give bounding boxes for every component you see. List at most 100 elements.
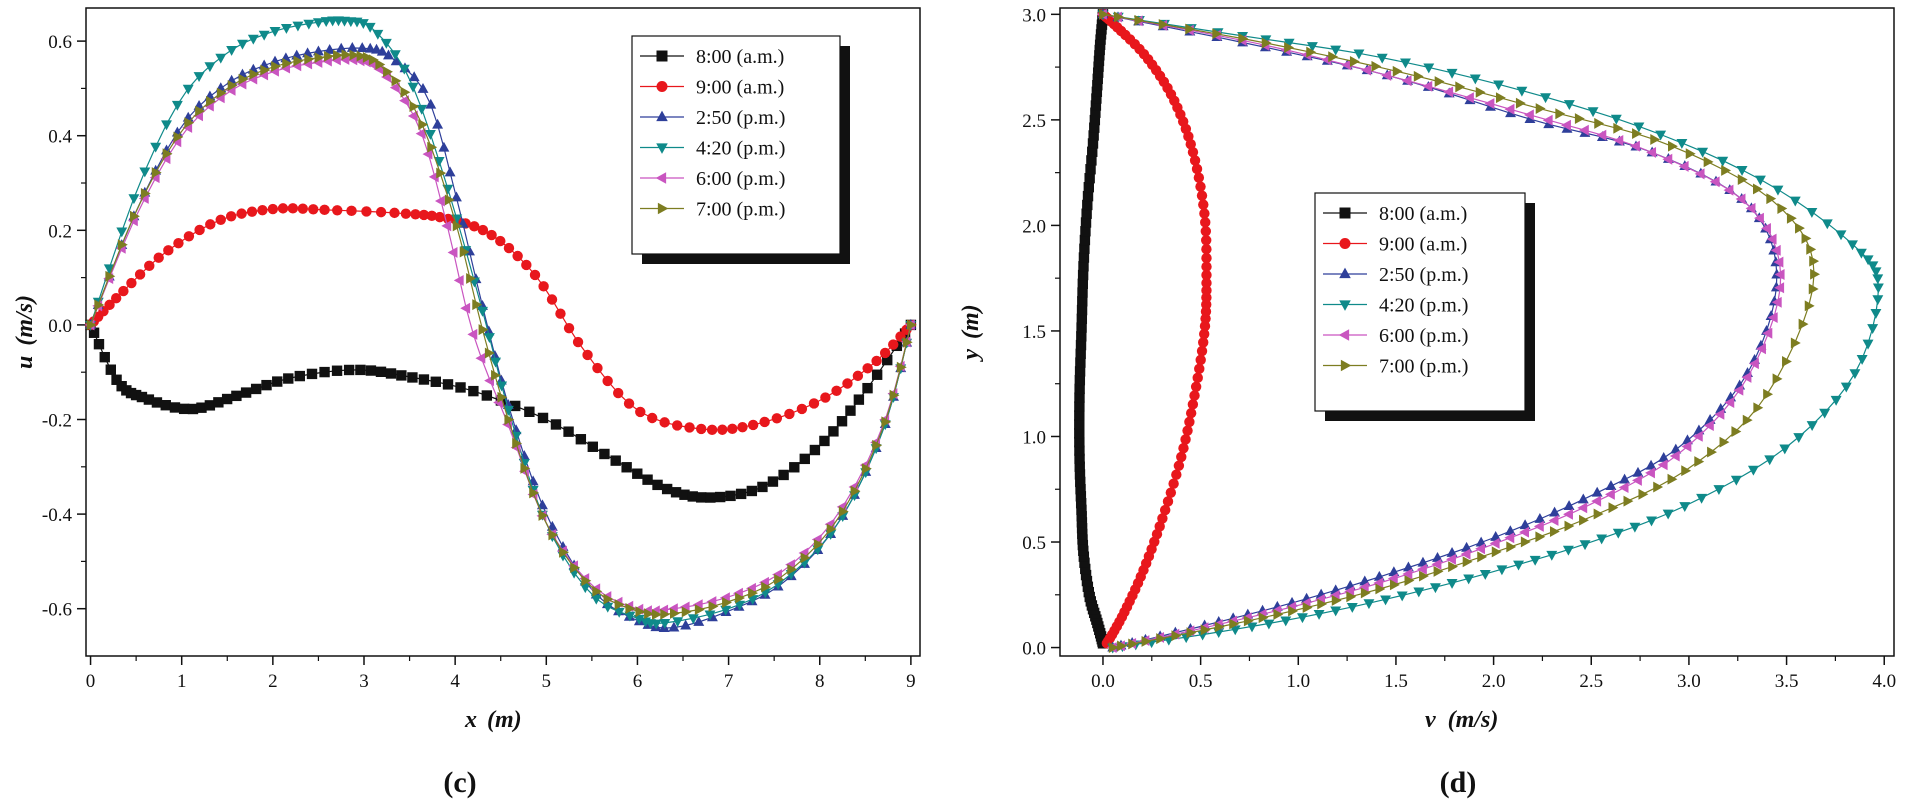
d-data-point: [1200, 235, 1212, 246]
c-x-tick-label: 7: [724, 671, 734, 692]
d-data-point: [1401, 75, 1412, 87]
d-y-tick-label: 1.5: [1022, 322, 1046, 343]
c-data-point: [808, 398, 820, 409]
c-data-point: [335, 42, 347, 53]
c-data-point: [687, 614, 699, 625]
d-data-point: [1432, 551, 1443, 562]
c-y-tick-label: -0.6: [42, 600, 72, 621]
c-data-point: [747, 595, 759, 606]
c-data-point: [475, 352, 486, 364]
c-data-point: [625, 603, 636, 614]
d-data-point: [1074, 445, 1085, 456]
c-data-point: [205, 219, 216, 230]
d-data-point: [1200, 624, 1211, 636]
d-data-point: [1484, 98, 1495, 109]
d-data-point: [1475, 86, 1486, 98]
c-data-point: [103, 264, 115, 275]
d-data-point: [1736, 165, 1748, 176]
d-data-point: [1201, 269, 1212, 281]
d-data-point: [1376, 53, 1388, 64]
c-data-point: [237, 39, 248, 50]
d-data-point: [1261, 37, 1272, 49]
c-data-point: [346, 205, 357, 217]
c-data-point: [635, 606, 646, 618]
c-data-point: [696, 423, 707, 435]
c-data-point: [258, 30, 270, 41]
c-y-tick-label: -0.4: [42, 505, 73, 526]
c-data-point: [194, 224, 205, 236]
d-data-point: [1346, 602, 1358, 613]
d-data-point: [1808, 283, 1819, 295]
d-data-point: [1763, 388, 1774, 400]
d-data-point: [1313, 609, 1325, 620]
d-data-point: [1679, 502, 1691, 513]
c-data-point: [428, 171, 439, 183]
c-x-tick-label: 2: [268, 671, 278, 692]
d-data-point: [1534, 512, 1546, 523]
d-data-point: [1593, 508, 1604, 520]
c-data-point: [529, 269, 541, 281]
c-data-point: [144, 260, 155, 272]
c-data-point: [382, 49, 394, 60]
c-data-point: [140, 187, 151, 199]
c-data-point: [182, 84, 194, 95]
d-data-point: [1772, 373, 1783, 385]
d-data-point: [1806, 208, 1818, 218]
c-data-point: [319, 366, 330, 378]
d-data-point: [1658, 452, 1670, 462]
d-x-tick-label: 1.5: [1384, 671, 1408, 692]
d-data-point: [1519, 519, 1531, 530]
c-data-point: [774, 573, 785, 585]
d-data-point: [1238, 33, 1249, 44]
d-data-point: [1849, 369, 1861, 380]
c-data-point: [314, 52, 325, 64]
c-data-point: [613, 387, 624, 399]
d-data-point: [1074, 419, 1085, 430]
d-data-point: [1623, 495, 1634, 507]
c-data-point: [409, 101, 420, 112]
d-data-point: [1801, 232, 1812, 244]
d-data-point: [1460, 548, 1471, 560]
c-data-point: [415, 128, 426, 140]
d-data-point: [1431, 558, 1442, 570]
d-data-point: [1653, 481, 1664, 493]
c-data-point: [603, 593, 614, 605]
d-data-point: [1618, 482, 1629, 493]
d-data-point: [1489, 537, 1500, 549]
d-data-point: [1504, 103, 1515, 115]
c-data-point: [453, 274, 464, 286]
d-data-point: [1548, 514, 1559, 526]
c-data-point: [332, 205, 343, 216]
c-data-point: [582, 349, 593, 361]
c-data-point: [902, 336, 913, 348]
d-data-point: [1490, 531, 1502, 541]
c-data-point: [705, 492, 716, 503]
c-data-point: [410, 209, 421, 220]
d-data-point: [1721, 165, 1732, 176]
d-data-point: [1630, 140, 1640, 152]
d-data-point: [1273, 608, 1284, 620]
c-legend-label: 8:00 (a.m.): [696, 46, 784, 68]
d-data-point: [1749, 358, 1759, 370]
d-data-point: [1263, 619, 1275, 630]
d-data-point: [1676, 138, 1688, 149]
c-data-point: [652, 479, 663, 491]
d-data-point: [1685, 148, 1696, 160]
d-data-point: [1577, 493, 1589, 504]
d-data-point: [1475, 536, 1487, 547]
c-data-point: [570, 562, 581, 574]
d-data-point: [1742, 414, 1753, 426]
c-data-point: [477, 224, 489, 236]
c-data-point: [226, 46, 238, 56]
c-legend-label: 4:20 (p.m.): [696, 138, 785, 160]
c-data-point: [587, 441, 598, 452]
d-data-point: [1173, 460, 1185, 471]
d-data-point: [1549, 526, 1560, 538]
d-y-tick-label: 1.0: [1022, 427, 1046, 448]
d-data-point: [1082, 190, 1094, 202]
c-data-point: [510, 424, 522, 435]
c-data-point: [771, 413, 783, 424]
c-data-point: [759, 416, 770, 428]
d-data-point: [1821, 219, 1833, 230]
d-data-point: [1195, 181, 1206, 192]
